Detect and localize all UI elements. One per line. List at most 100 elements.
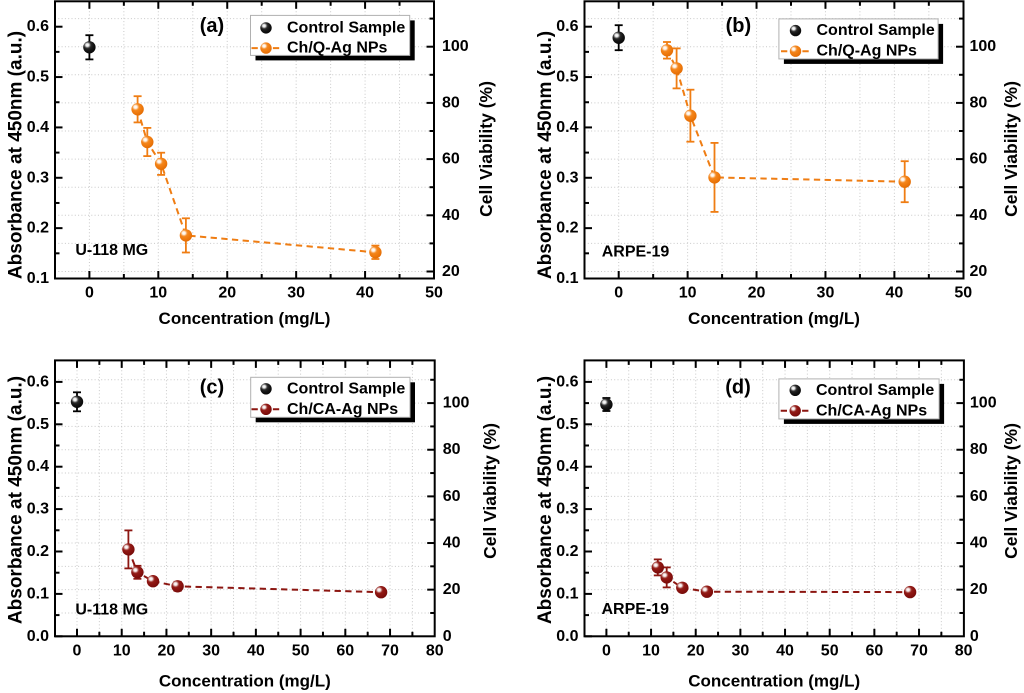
svg-text:Ch/CA-Ag NPs: Ch/CA-Ag NPs xyxy=(816,402,927,419)
svg-text:ARPE-19: ARPE-19 xyxy=(602,601,670,618)
svg-text:40: 40 xyxy=(970,535,988,552)
svg-text:50: 50 xyxy=(292,643,310,660)
svg-text:40: 40 xyxy=(356,285,374,302)
svg-text:80: 80 xyxy=(970,94,988,111)
svg-text:30: 30 xyxy=(287,285,305,302)
svg-text:10: 10 xyxy=(642,643,660,660)
svg-text:40: 40 xyxy=(247,643,265,660)
svg-text:50: 50 xyxy=(425,285,443,302)
svg-text:20: 20 xyxy=(158,643,176,660)
svg-text:30: 30 xyxy=(731,643,749,660)
svg-text:80: 80 xyxy=(443,441,461,458)
svg-text:0: 0 xyxy=(602,643,611,660)
svg-text:Control Sample: Control Sample xyxy=(817,22,935,39)
svg-text:U-118 MG: U-118 MG xyxy=(75,242,148,259)
svg-text:0: 0 xyxy=(970,628,979,645)
svg-text:50: 50 xyxy=(954,285,972,302)
svg-text:20: 20 xyxy=(970,263,988,280)
svg-text:0.4: 0.4 xyxy=(556,119,578,136)
svg-text:Absorbance at 450nm (a.u.): Absorbance at 450nm (a.u.) xyxy=(535,31,556,279)
svg-text:40: 40 xyxy=(442,207,460,224)
svg-text:70: 70 xyxy=(381,643,399,660)
svg-text:20: 20 xyxy=(443,581,461,598)
svg-text:100: 100 xyxy=(970,38,997,55)
svg-text:0.3: 0.3 xyxy=(556,169,578,186)
svg-text:Concentration (mg/L): Concentration (mg/L) xyxy=(688,672,860,691)
svg-text:0.4: 0.4 xyxy=(27,119,49,136)
svg-text:0.6: 0.6 xyxy=(556,18,578,35)
svg-text:Ch/Q-Ag NPs: Ch/Q-Ag NPs xyxy=(817,43,918,60)
svg-text:0: 0 xyxy=(85,285,94,302)
svg-text:(d): (d) xyxy=(725,377,751,399)
svg-text:Ch/Q-Ag NPs: Ch/Q-Ag NPs xyxy=(287,40,388,57)
svg-text:20: 20 xyxy=(687,643,705,660)
svg-text:(a): (a) xyxy=(200,15,224,37)
svg-text:40: 40 xyxy=(443,535,461,552)
svg-text:0.5: 0.5 xyxy=(27,416,49,433)
svg-text:10: 10 xyxy=(113,643,131,660)
svg-text:0: 0 xyxy=(443,628,452,645)
svg-text:Control Sample: Control Sample xyxy=(287,19,405,36)
svg-text:Absorbance at 450nm (a.u.): Absorbance at 450nm (a.u.) xyxy=(6,31,27,279)
svg-text:Concentration (mg/L): Concentration (mg/L) xyxy=(159,309,331,328)
svg-text:20: 20 xyxy=(442,263,460,280)
svg-text:10: 10 xyxy=(149,285,167,302)
svg-text:100: 100 xyxy=(970,395,997,412)
svg-text:40: 40 xyxy=(885,285,903,302)
svg-text:20: 20 xyxy=(218,285,236,302)
svg-text:Cell Viability (%): Cell Viability (%) xyxy=(1001,423,1021,559)
svg-text:60: 60 xyxy=(442,151,460,168)
svg-text:0.1: 0.1 xyxy=(27,270,49,287)
svg-text:0.4: 0.4 xyxy=(556,458,578,475)
svg-text:0.2: 0.2 xyxy=(27,543,49,560)
svg-text:0: 0 xyxy=(73,643,82,660)
svg-text:100: 100 xyxy=(442,38,469,55)
svg-text:0.1: 0.1 xyxy=(556,270,578,287)
svg-text:20: 20 xyxy=(970,581,988,598)
svg-text:10: 10 xyxy=(679,285,697,302)
svg-text:60: 60 xyxy=(443,488,461,505)
svg-text:Concentration (mg/L): Concentration (mg/L) xyxy=(688,309,860,328)
svg-text:Cell Viability (%): Cell Viability (%) xyxy=(476,81,496,217)
svg-text:60: 60 xyxy=(865,643,883,660)
svg-text:80: 80 xyxy=(970,441,988,458)
svg-text:80: 80 xyxy=(955,643,973,660)
svg-text:Cell Viability (%): Cell Viability (%) xyxy=(1001,81,1021,217)
svg-text:0.1: 0.1 xyxy=(27,585,49,602)
svg-text:Absorbance at 450nm (a.u.): Absorbance at 450nm (a.u.) xyxy=(535,376,556,624)
svg-text:0.3: 0.3 xyxy=(27,169,49,186)
svg-text:U-118 MG: U-118 MG xyxy=(75,602,148,619)
svg-text:0.0: 0.0 xyxy=(27,628,49,645)
svg-text:0.6: 0.6 xyxy=(27,373,49,390)
svg-text:30: 30 xyxy=(817,285,835,302)
svg-text:0.0: 0.0 xyxy=(556,628,578,645)
svg-text:0.5: 0.5 xyxy=(27,69,49,86)
svg-text:Ch/CA-Ag NPs: Ch/CA-Ag NPs xyxy=(287,401,398,418)
svg-text:0.3: 0.3 xyxy=(27,501,49,518)
svg-text:Absorbance at 450nm (a.u.): Absorbance at 450nm (a.u.) xyxy=(6,376,27,624)
svg-text:0.2: 0.2 xyxy=(27,220,49,237)
svg-text:0.2: 0.2 xyxy=(556,220,578,237)
svg-text:60: 60 xyxy=(336,643,354,660)
svg-text:Concentration (mg/L): Concentration (mg/L) xyxy=(159,672,331,691)
svg-text:Control Sample: Control Sample xyxy=(816,382,934,399)
svg-text:80: 80 xyxy=(442,94,460,111)
svg-text:20: 20 xyxy=(748,285,766,302)
svg-text:0.1: 0.1 xyxy=(556,585,578,602)
svg-text:ARPE-19: ARPE-19 xyxy=(602,244,670,261)
svg-text:(c): (c) xyxy=(200,377,224,399)
svg-text:60: 60 xyxy=(970,151,988,168)
svg-text:0.3: 0.3 xyxy=(556,501,578,518)
svg-text:50: 50 xyxy=(821,643,839,660)
svg-text:100: 100 xyxy=(443,395,470,412)
svg-text:0.6: 0.6 xyxy=(27,18,49,35)
svg-text:0.4: 0.4 xyxy=(27,458,49,475)
svg-text:0.2: 0.2 xyxy=(556,543,578,560)
svg-text:80: 80 xyxy=(426,643,444,660)
svg-text:70: 70 xyxy=(910,643,928,660)
svg-text:60: 60 xyxy=(970,488,988,505)
svg-text:0: 0 xyxy=(614,285,623,302)
svg-text:40: 40 xyxy=(970,207,988,224)
svg-text:0.6: 0.6 xyxy=(556,373,578,390)
svg-text:30: 30 xyxy=(202,643,220,660)
